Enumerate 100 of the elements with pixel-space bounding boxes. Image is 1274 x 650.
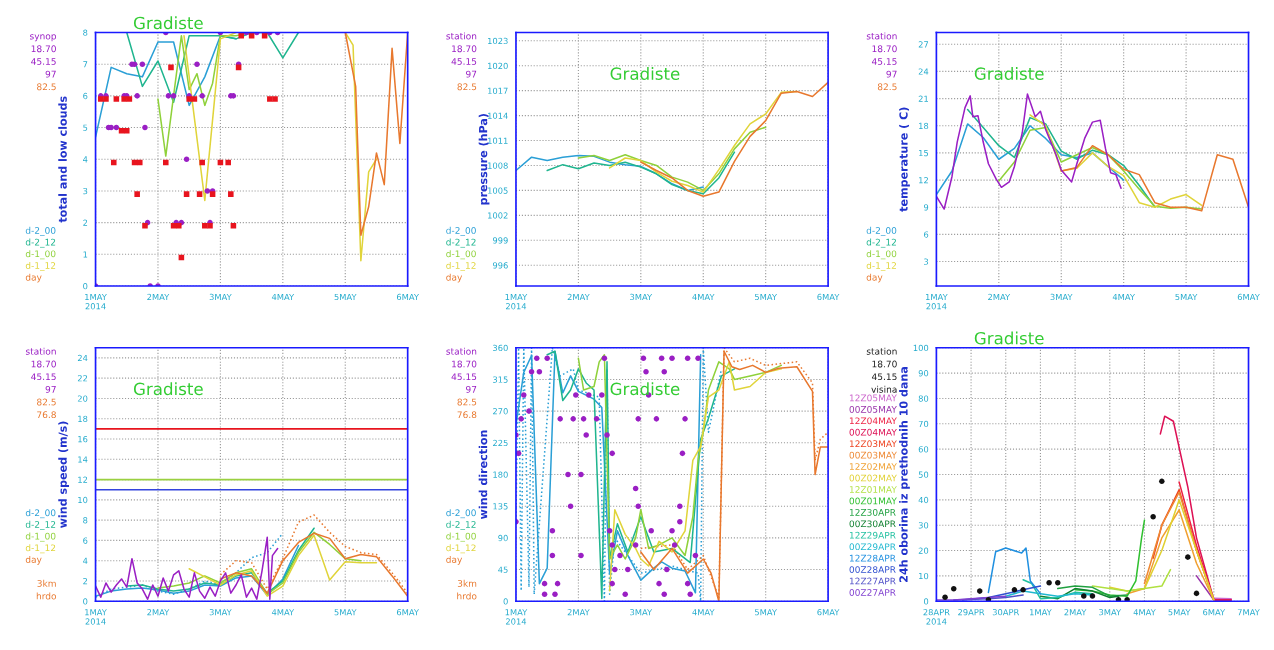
text: 45.15 [31,373,56,381]
text: 00Z04MAY [849,428,897,436]
x-tick-label: 2MAY [1064,609,1087,616]
x-tick-label: 5MAY [1175,293,1198,301]
text: Gradiste [974,67,1044,80]
y-tick-label: 18 [919,122,929,130]
y-tick-label: 1023 [488,37,508,45]
text: 12Z05MAY [849,394,897,402]
text: 82.5 [457,398,477,406]
y-tick-label: 14 [78,456,88,463]
text: 45.15 [871,58,897,65]
y-tick-label: 20 [77,395,88,402]
text: hrdo [36,592,57,600]
y-tick-label: 27 [918,41,929,48]
text: day [446,273,463,283]
y-tick-label: 6 [924,231,929,238]
x-tick-label: 6MAY [396,293,420,301]
text: day [25,273,42,283]
text: 12Z29APR [849,531,896,539]
x-tick-label: 5MAY [334,609,357,616]
text: day [25,555,42,565]
x-tick-label: 6MAY [817,609,840,616]
text: 00Z01MAY [849,497,897,505]
x-tick-label: 4MAY [271,609,295,616]
x-tick-label: 5MAY [755,293,778,301]
y-tick-label: 180 [493,471,508,478]
y-tick-label: 5 [83,124,88,131]
y-tick-label: 8 [83,517,88,524]
y-tick-label: 4 [83,557,88,564]
y-tick-label: 0 [83,282,88,290]
text: 18.70 [452,45,477,53]
text: d-1_00 [446,532,476,542]
y-tick-label: 18 [78,415,88,423]
x-tick-label: 5MAY [1168,609,1191,616]
y-tick-label: 1011 [488,137,508,144]
text: 12Z30APR [849,508,896,516]
x-tick-label: 1MAY 2014 [505,609,528,625]
x-tick-label: 2MAY [147,609,170,616]
text: 18.70 [872,45,897,53]
text: 97 [45,70,56,78]
x-tick-label: 3MAY [1050,293,1073,301]
text: station [866,347,897,355]
y-tick-label: 24 [77,354,88,362]
x-tick-label: 29APR [958,609,985,616]
y-tick-label: 999 [492,237,508,244]
text: d-1_00 [25,250,56,260]
y-tick-label: 1005 [488,187,508,194]
y-tick-label: 1020 [488,62,508,70]
chart-title: Gradiste [133,16,203,30]
text: d-1_00 [866,250,897,260]
y-tick-label: 15 [919,150,929,157]
text: Gradiste [610,382,680,396]
x-tick-label: 6MAY [1203,609,1226,616]
y-axis-title: pressure (hPa) [478,114,490,205]
text: 00Z27APR [849,589,896,596]
text: 12Z02MAY [849,463,897,470]
y-tick-label: 45 [498,566,508,573]
text: 00Z30APR [849,520,896,528]
y-axis-title: total and low clouds [58,96,67,223]
y-tick-label: 360 [493,344,508,352]
text: 45.15 [451,58,477,65]
y-tick-label: 4 [83,156,88,163]
text: 82.5 [37,398,56,406]
text: day [446,555,463,565]
x-tick-label: 2MAY [567,609,590,616]
y-tick-label: 2 [83,219,88,226]
text: 12Z01MAY [849,486,897,493]
y-tick-label: 12 [919,177,928,184]
text: 3km [37,579,56,587]
y-tick-label: 9 [923,204,929,211]
text: d-2_00 [446,226,476,236]
y-tick-label: 3 [924,258,929,265]
y-tick-label: 6 [83,537,88,544]
text: 82.5 [37,83,56,91]
y-tick-label: 30 [918,522,929,529]
y-tick-label: 0 [924,598,929,605]
text: 76.8 [457,411,477,419]
x-tick-label: 4MAY [271,293,295,300]
text: d-1_00 [25,532,56,542]
text: d-2_00 [25,509,56,519]
y-tick-label: 80 [918,395,929,402]
y-tick-label: 60 [918,446,929,453]
text: 18.70 [452,360,477,368]
y-tick-label: 24 [918,68,929,75]
text: visina [871,385,897,393]
x-tick-label: 30APR [992,609,1020,616]
text: d-2_12 [446,520,476,530]
text: d-1_12 [866,261,896,271]
text: 12Z28APR [849,554,896,562]
x-tick-label: 4MAY [1133,609,1156,616]
text: 76.8 [37,411,56,419]
x-tick-label: 2MAY [147,293,170,300]
text: Gradiste [133,382,203,396]
y-tick-label: 1002 [488,212,508,219]
text: 18.70 [31,360,56,368]
y-tick-label: 0 [83,598,88,605]
y-tick-label: 12 [78,476,88,483]
y-tick-label: 135 [493,503,508,510]
y-tick-label: 3 [83,187,88,195]
y-tick-label: 996 [492,262,508,269]
